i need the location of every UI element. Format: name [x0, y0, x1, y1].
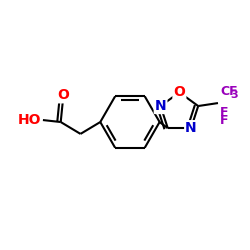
Text: F: F [220, 106, 228, 119]
Text: F: F [220, 114, 228, 127]
Text: N: N [155, 99, 166, 113]
Text: O: O [57, 88, 69, 102]
Text: HO: HO [18, 113, 41, 127]
Text: O: O [174, 85, 185, 99]
Text: N: N [185, 121, 197, 135]
Text: CF: CF [220, 85, 238, 98]
Text: 3: 3 [230, 90, 238, 100]
